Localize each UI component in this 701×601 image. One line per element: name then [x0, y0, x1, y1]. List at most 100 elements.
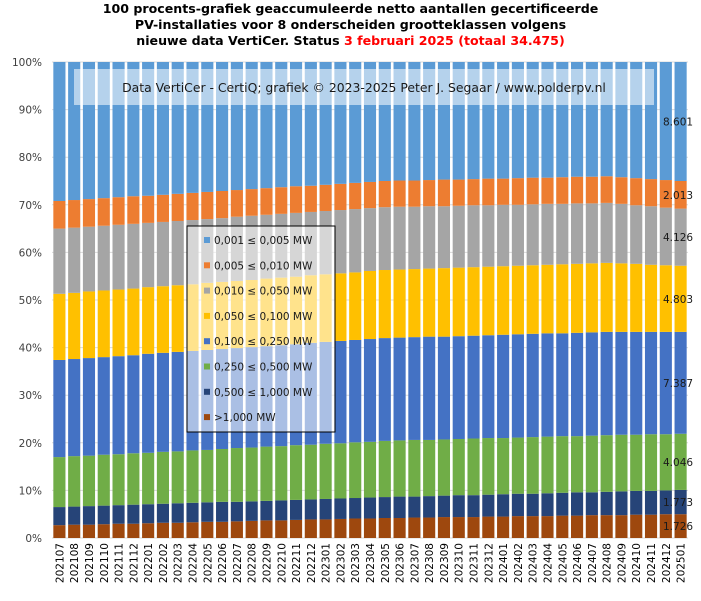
bar-segment [289, 499, 303, 520]
bar-segment [260, 500, 273, 521]
x-tick-label: 202107 [54, 543, 66, 583]
bar-segment [615, 263, 628, 332]
data-label: 4.046 [663, 457, 693, 469]
x-tick-label: 202411 [646, 543, 658, 583]
bar-segment [482, 335, 495, 439]
bar-segment [511, 493, 524, 517]
data-labels: 1.726 1.773 4.046 7.387 4.803 4.126 2.013 8.601 [663, 117, 693, 534]
bar-segment [156, 503, 169, 523]
bar-segment [541, 333, 554, 437]
x-tick-label: 202406 [572, 543, 584, 583]
x-tick-label: 202304 [365, 543, 377, 583]
legend-box [186, 225, 336, 433]
chart-title-status: 3 februari 2025 (totaal 34.475) [344, 33, 565, 48]
bar-segment [127, 504, 140, 524]
x-tick-label: 202409 [616, 543, 628, 583]
bar-segment [201, 502, 214, 522]
bar-segment [363, 497, 377, 519]
bar-stack-202411 [644, 62, 658, 538]
bar-segment [526, 516, 539, 538]
bar-segment [556, 264, 569, 334]
bar-stack-202302 [334, 62, 347, 538]
bar-segment [142, 523, 155, 538]
bar-stack-202303 [349, 62, 362, 538]
bar-segment [245, 189, 258, 216]
y-tick-label: 0% [25, 533, 42, 545]
bar-segment [511, 437, 524, 494]
bar-segment [482, 178, 495, 206]
bar-segment [112, 523, 125, 538]
bar-segment [497, 516, 510, 538]
bar-stack-202107 [53, 62, 66, 538]
bar-segment [600, 435, 613, 492]
bar-segment [526, 265, 539, 334]
bar-segment [408, 180, 421, 207]
bar-segment [541, 177, 554, 204]
bar-segment [393, 269, 406, 338]
bar-segment [82, 226, 96, 292]
data-label: 7.387 [663, 378, 693, 390]
bar-segment [156, 451, 169, 504]
x-tick-label: 202302 [335, 543, 347, 583]
bar-segment [497, 334, 510, 439]
bar-segment [408, 517, 421, 538]
bar-segment [497, 266, 510, 335]
bar-segment [674, 208, 687, 266]
bar-segment [659, 265, 672, 332]
legend-label: >1,000 MW [214, 412, 276, 424]
chart-title-line-3: nieuwe data VertiCer. Status 3 februari … [0, 33, 701, 49]
bar-stack-202202 [156, 62, 169, 538]
legend-label: 0,250 ≤ 0,500 MW [214, 362, 313, 374]
bar-segment [378, 497, 391, 519]
bar-segment [171, 220, 184, 286]
bar-segment [423, 268, 436, 337]
bar-segment [452, 205, 465, 268]
bar-segment [393, 440, 406, 497]
bar-segment [68, 456, 81, 507]
bar-segment [363, 270, 377, 340]
bar-segment [437, 439, 451, 496]
bar-stack-202404 [541, 62, 554, 538]
x-tick-label: 202408 [602, 543, 614, 583]
x-tick-label: 202212 [306, 543, 318, 583]
bar-segment [511, 178, 524, 205]
bar-segment [423, 336, 436, 440]
bar-segment [630, 490, 643, 515]
bar-segment [644, 331, 658, 435]
legend-swatch [204, 363, 210, 370]
bar-stack-202409 [615, 62, 628, 538]
chart-title-line-3-text: nieuwe data VertiCer. Status [136, 33, 344, 48]
bar-segment [482, 266, 495, 336]
bar-segment [363, 441, 377, 498]
x-tick-label: 202410 [631, 543, 643, 583]
bar-segment [142, 222, 155, 288]
bar-stack-202112 [127, 62, 140, 538]
bar-segment [68, 506, 81, 525]
bar-segment [378, 440, 391, 498]
bar-segment [511, 204, 524, 266]
bar-stack-202402 [511, 62, 524, 538]
bar-segment [497, 438, 510, 495]
bar-segment [630, 263, 643, 332]
bar-segment [216, 190, 229, 219]
bar-segment [556, 436, 569, 493]
bar-segment [319, 498, 332, 520]
bar-segment [659, 434, 672, 491]
bar-stack-202406 [571, 62, 584, 538]
bar-segment [156, 352, 169, 452]
data-label: 1.726 [663, 521, 693, 533]
legend-swatch [204, 287, 210, 294]
bar-segment [630, 331, 643, 435]
bar-segment [408, 269, 421, 338]
bar-segment [615, 491, 628, 516]
bar-stack-202111 [112, 62, 125, 538]
bar-stack-202501 [674, 62, 687, 538]
legend-item: 0,100 ≤ 0,250 MW [204, 336, 313, 348]
legend-swatch [204, 237, 210, 243]
bar-segment [556, 492, 569, 516]
bar-stack-202408 [600, 62, 613, 538]
bar-segment [600, 491, 613, 516]
bar-segment [334, 340, 347, 444]
bar-segment [615, 515, 628, 538]
bar-segment [186, 192, 199, 221]
